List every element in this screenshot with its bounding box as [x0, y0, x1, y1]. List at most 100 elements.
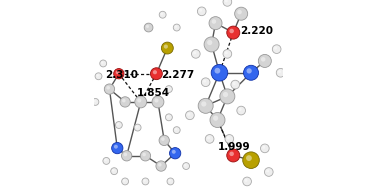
Circle shape [122, 99, 126, 102]
Circle shape [261, 57, 265, 62]
Text: 1.999: 1.999 [217, 142, 250, 152]
Circle shape [247, 68, 252, 74]
Circle shape [104, 84, 115, 94]
Circle shape [153, 70, 157, 74]
Circle shape [237, 106, 246, 115]
Circle shape [278, 70, 281, 73]
Circle shape [201, 78, 210, 87]
Circle shape [124, 153, 127, 156]
Circle shape [165, 114, 172, 121]
Circle shape [92, 98, 99, 105]
Circle shape [191, 50, 200, 58]
Circle shape [112, 169, 115, 172]
Circle shape [266, 169, 269, 172]
Circle shape [167, 115, 169, 118]
Circle shape [97, 74, 99, 77]
Circle shape [155, 98, 159, 102]
Circle shape [223, 92, 228, 97]
Circle shape [261, 144, 269, 153]
Circle shape [262, 146, 265, 149]
Circle shape [209, 17, 222, 30]
Circle shape [168, 179, 171, 182]
Circle shape [193, 51, 196, 54]
Circle shape [106, 86, 110, 90]
Circle shape [152, 96, 164, 108]
Circle shape [225, 51, 228, 54]
Circle shape [203, 80, 206, 83]
Circle shape [227, 149, 240, 162]
Circle shape [198, 98, 213, 113]
Circle shape [122, 178, 129, 185]
Circle shape [123, 179, 126, 182]
Circle shape [112, 143, 123, 154]
Circle shape [146, 25, 149, 28]
Circle shape [167, 178, 174, 185]
Circle shape [272, 45, 281, 53]
Circle shape [197, 7, 206, 16]
Circle shape [214, 68, 220, 74]
Circle shape [246, 155, 252, 161]
Circle shape [244, 65, 259, 80]
Circle shape [204, 37, 219, 52]
Circle shape [199, 9, 202, 12]
Circle shape [231, 80, 240, 89]
Circle shape [158, 163, 162, 167]
Circle shape [120, 97, 130, 107]
Circle shape [201, 101, 206, 107]
Circle shape [142, 178, 149, 185]
Circle shape [238, 108, 242, 111]
Circle shape [227, 26, 240, 39]
Circle shape [135, 96, 147, 108]
Circle shape [223, 50, 232, 58]
Circle shape [134, 124, 141, 131]
Text: 2.310: 2.310 [105, 70, 138, 80]
Circle shape [207, 136, 210, 139]
Circle shape [183, 163, 190, 170]
Text: 1.854: 1.854 [137, 88, 170, 98]
Circle shape [101, 61, 103, 64]
Circle shape [220, 89, 235, 104]
Circle shape [137, 98, 141, 102]
Circle shape [207, 40, 212, 45]
Circle shape [170, 148, 181, 159]
Circle shape [223, 0, 232, 6]
Circle shape [140, 151, 151, 161]
Circle shape [104, 159, 107, 161]
Circle shape [103, 157, 110, 164]
Circle shape [205, 135, 214, 143]
Circle shape [244, 179, 247, 182]
Circle shape [184, 164, 186, 166]
Circle shape [243, 177, 252, 186]
Circle shape [161, 42, 173, 54]
Circle shape [114, 69, 124, 79]
Circle shape [93, 100, 96, 102]
Circle shape [100, 60, 107, 67]
Circle shape [121, 151, 132, 161]
Text: 2.220: 2.220 [240, 26, 273, 36]
Circle shape [143, 153, 146, 156]
Circle shape [156, 161, 166, 171]
Circle shape [115, 122, 122, 129]
Circle shape [114, 145, 118, 149]
Circle shape [258, 54, 271, 67]
Circle shape [264, 168, 273, 176]
Circle shape [227, 136, 230, 139]
Circle shape [165, 86, 172, 93]
Circle shape [225, 135, 233, 143]
Circle shape [161, 137, 165, 141]
Circle shape [159, 135, 169, 146]
Circle shape [211, 64, 228, 81]
Circle shape [237, 10, 242, 14]
Text: 2.277: 2.277 [161, 70, 194, 80]
Circle shape [95, 73, 102, 80]
Circle shape [144, 23, 153, 32]
Circle shape [229, 29, 234, 33]
Circle shape [225, 0, 228, 2]
Circle shape [274, 46, 277, 50]
Circle shape [117, 123, 119, 125]
Circle shape [136, 125, 138, 128]
Circle shape [210, 112, 225, 128]
Circle shape [175, 26, 177, 28]
Circle shape [159, 11, 166, 18]
Circle shape [161, 13, 163, 15]
